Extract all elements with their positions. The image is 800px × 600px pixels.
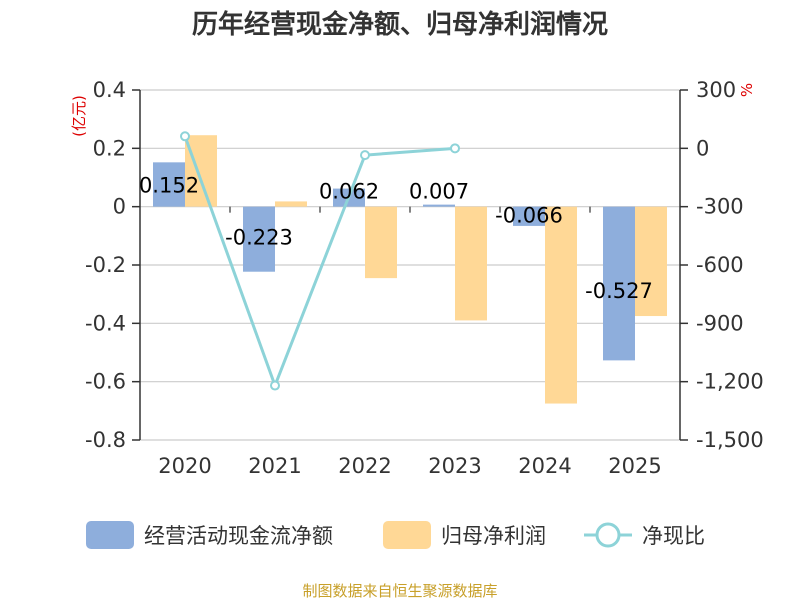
- left-tick-label: -0.8: [85, 428, 126, 452]
- legend-label-ratio: 净现比: [642, 524, 705, 548]
- left-axis-unit: (亿元): [70, 95, 88, 137]
- bar: [635, 206, 667, 317]
- chart-title: 历年经营现金净额、归母净利润情况: [192, 9, 608, 40]
- legend-label-netprofit: 归母净利润: [441, 524, 546, 548]
- legend-marker-ratio: [595, 522, 621, 548]
- ratio-point: [360, 150, 370, 161]
- bar: [275, 201, 307, 207]
- x-tick-label: 2023: [428, 454, 481, 478]
- bar: [153, 162, 185, 207]
- bar: [423, 204, 455, 207]
- right-tick-label: -600: [696, 253, 744, 277]
- right-tick-label: -300: [696, 195, 744, 219]
- x-tick-label: 2020: [158, 454, 211, 478]
- ratio-point: [180, 131, 190, 142]
- legend-swatch-netprofit: [383, 521, 431, 549]
- x-tick-label: 2021: [248, 454, 301, 478]
- right-axis-unit: %: [738, 83, 756, 97]
- bars: [153, 135, 667, 404]
- right-tick-label: -900: [696, 311, 744, 335]
- x-tick-label: 2022: [338, 454, 391, 478]
- ratio-point: [270, 380, 280, 391]
- right-tick-label: 0: [696, 136, 709, 160]
- x-axis-ticks: 2020 2021 2022 2023 2024 2025: [158, 206, 662, 478]
- data-label: 0.152: [139, 173, 199, 197]
- bar: [243, 206, 275, 272]
- data-label: -0.527: [585, 279, 653, 303]
- data-label: -0.223: [225, 226, 293, 250]
- ratio-line-path: [183, 135, 456, 390]
- left-axis-ticks: 0.4 0.2 0 -0.2 -0.4 -0.6 -0.8: [85, 78, 140, 452]
- left-tick-label: 0.2: [93, 136, 126, 160]
- right-tick-label: -1,200: [696, 370, 764, 394]
- right-axis-ticks: 300 0 -300 -600 -900 -1,200 -1,500: [680, 78, 764, 452]
- data-label: 0.007: [409, 180, 469, 204]
- data-label: 0.062: [319, 180, 379, 204]
- right-tick-label: 300: [696, 78, 736, 102]
- ratio-point: [450, 143, 460, 154]
- left-tick-label: -0.2: [85, 253, 126, 277]
- left-tick-label: 0.4: [93, 78, 126, 102]
- bar: [455, 206, 487, 321]
- bar: [603, 206, 635, 361]
- legend-label-cashflow: 经营活动现金流净额: [144, 524, 333, 548]
- bar: [365, 206, 397, 279]
- legend: 经营活动现金流净额 归母净利润 净现比: [86, 521, 705, 549]
- left-tick-label: -0.6: [85, 370, 126, 394]
- bar: [513, 206, 545, 226]
- x-tick-label: 2024: [518, 454, 571, 478]
- x-tick-label: 2025: [608, 454, 661, 478]
- legend-swatch-cashflow: [86, 521, 134, 549]
- ratio-line: [180, 131, 460, 391]
- gridlines: [140, 89, 680, 441]
- data-label: -0.066: [495, 204, 563, 228]
- right-tick-label: -1,500: [696, 428, 764, 452]
- left-tick-label: -0.4: [85, 311, 126, 335]
- data-labels: 0.152 -0.223 0.062 0.007 -0.066 -0.527: [139, 173, 653, 303]
- bar: [545, 206, 577, 404]
- left-tick-label: 0: [113, 195, 126, 219]
- source-note: 制图数据来自恒生聚源数据库: [302, 582, 497, 600]
